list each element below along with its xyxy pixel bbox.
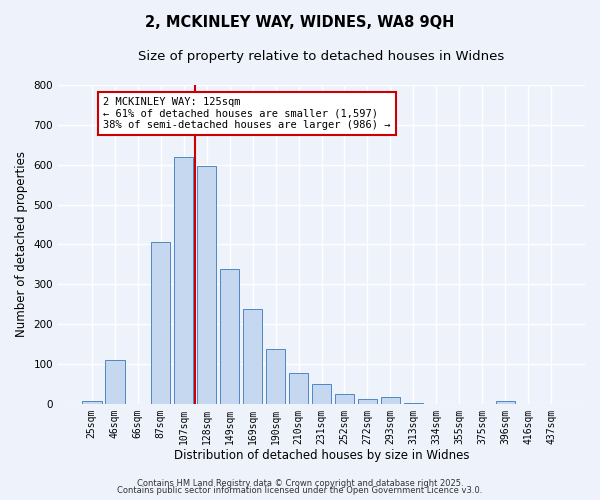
Text: Contains public sector information licensed under the Open Government Licence v3: Contains public sector information licen… <box>118 486 482 495</box>
Bar <box>404 403 423 404</box>
Title: Size of property relative to detached houses in Widnes: Size of property relative to detached ho… <box>139 50 505 63</box>
Bar <box>243 310 262 404</box>
Bar <box>496 400 515 404</box>
Text: 2, MCKINLEY WAY, WIDNES, WA8 9QH: 2, MCKINLEY WAY, WIDNES, WA8 9QH <box>145 15 455 30</box>
Text: 2 MCKINLEY WAY: 125sqm
← 61% of detached houses are smaller (1,597)
38% of semi-: 2 MCKINLEY WAY: 125sqm ← 61% of detached… <box>103 97 391 130</box>
Bar <box>312 384 331 404</box>
Bar <box>266 349 286 404</box>
Bar <box>380 397 400 404</box>
Bar <box>197 166 217 404</box>
Text: Contains HM Land Registry data © Crown copyright and database right 2025.: Contains HM Land Registry data © Crown c… <box>137 478 463 488</box>
Bar <box>151 242 170 404</box>
Bar <box>174 156 193 404</box>
Bar <box>82 400 101 404</box>
Bar <box>289 372 308 404</box>
Bar <box>105 360 125 404</box>
Bar <box>220 269 239 404</box>
X-axis label: Distribution of detached houses by size in Widnes: Distribution of detached houses by size … <box>174 450 469 462</box>
Bar <box>335 394 354 404</box>
Bar <box>358 399 377 404</box>
Y-axis label: Number of detached properties: Number of detached properties <box>15 152 28 338</box>
